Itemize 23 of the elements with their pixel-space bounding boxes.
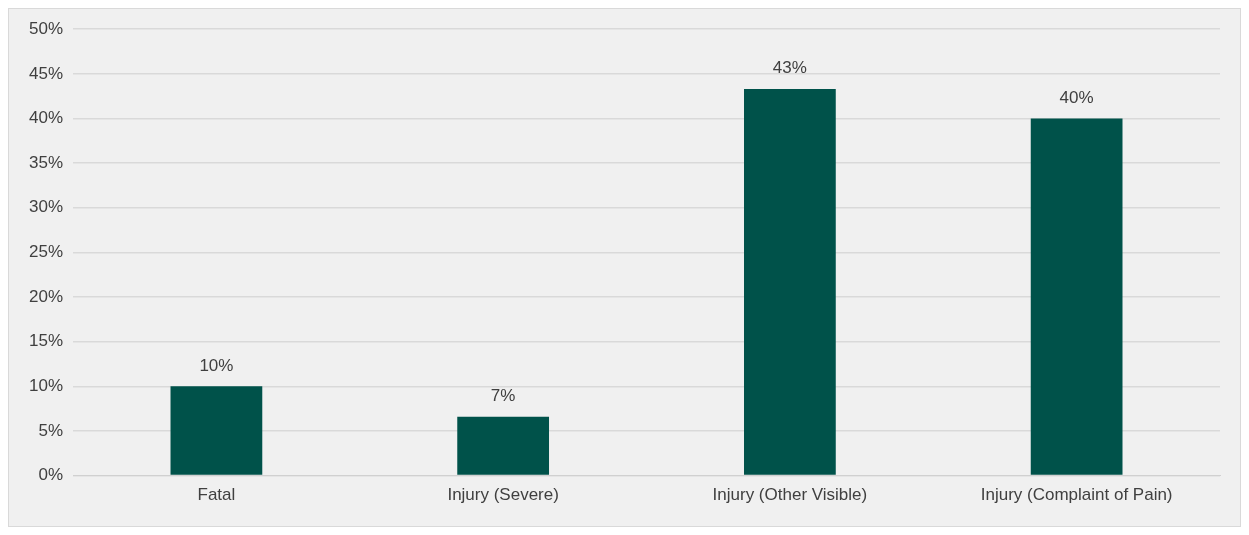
x-tick-label: Injury (Complaint of Pain)	[980, 485, 1173, 505]
y-tick-label: 15%	[28, 331, 64, 351]
y-tick-label: 25%	[28, 242, 64, 262]
y-tick-label: 40%	[28, 108, 64, 128]
x-tick-label: Injury (Severe)	[447, 485, 559, 505]
y-tick-label: 0%	[38, 465, 64, 485]
data-label: 10%	[199, 355, 234, 375]
data-label: 7%	[490, 385, 516, 405]
x-tick-label: Fatal	[197, 485, 236, 505]
data-label: 43%	[772, 58, 807, 78]
x-tick-label: Injury (Other Visible)	[712, 485, 868, 505]
y-tick-label: 30%	[28, 197, 64, 217]
y-tick-label: 35%	[28, 152, 64, 172]
bar	[1030, 118, 1123, 475]
y-tick-label: 5%	[38, 420, 64, 440]
bar	[170, 386, 263, 475]
bar	[744, 89, 836, 475]
bar	[457, 416, 550, 475]
y-tick-label: 10%	[28, 376, 64, 396]
y-tick-label: 20%	[28, 286, 64, 306]
y-tick-label: 45%	[28, 63, 64, 83]
data-label: 40%	[1059, 87, 1094, 107]
y-tick-label: 50%	[28, 18, 64, 38]
